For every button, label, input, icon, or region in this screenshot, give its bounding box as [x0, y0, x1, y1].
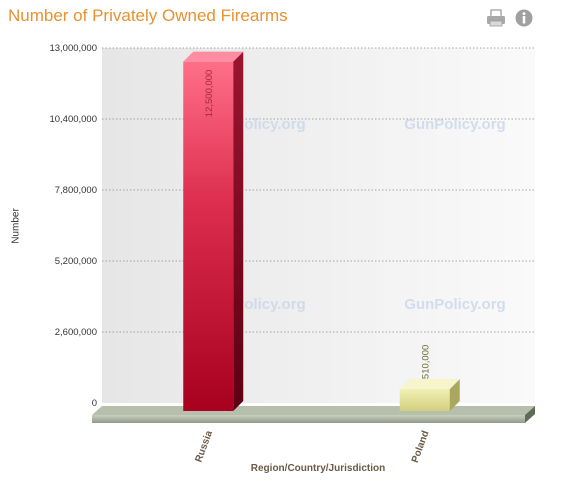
bar-top: [399, 379, 460, 390]
floor-side: [525, 406, 535, 423]
plot-area: [102, 48, 535, 403]
y-tick-label: 5,200,000: [55, 256, 97, 267]
floor-top: [92, 406, 535, 415]
info-icon[interactable]: [513, 8, 535, 28]
y-axis-label: Number: [10, 208, 22, 244]
bar-poland: [399, 389, 450, 411]
bar-side: [449, 379, 460, 411]
bar-top: [183, 51, 244, 62]
printer-icon[interactable]: [485, 8, 507, 28]
x-tick-label: Poland: [410, 429, 432, 464]
data-label: 12,500,000: [204, 70, 215, 118]
y-tick-label: 0: [92, 398, 97, 409]
data-label: 510,000: [421, 345, 432, 379]
bar-side: [233, 51, 244, 412]
floor-front: [92, 415, 525, 423]
chart-title: Number of Privately Owned Firearms: [8, 6, 288, 25]
watermark-text: GunPolicy.org: [404, 296, 505, 313]
y-tick-label: 2,600,000: [55, 327, 97, 338]
chart-toolbar: [485, 8, 535, 28]
y-tick-label: 13,000,000: [49, 43, 97, 54]
x-tick-label: Russia: [194, 429, 216, 464]
y-tick-label: 10,400,000: [49, 114, 97, 125]
x-axis-label: Region/Country/Jurisdiction: [250, 463, 386, 474]
watermark-text: GunPolicy.org: [404, 116, 505, 133]
y-tick-label: 7,800,000: [55, 185, 97, 196]
bar-russia: [183, 61, 234, 412]
